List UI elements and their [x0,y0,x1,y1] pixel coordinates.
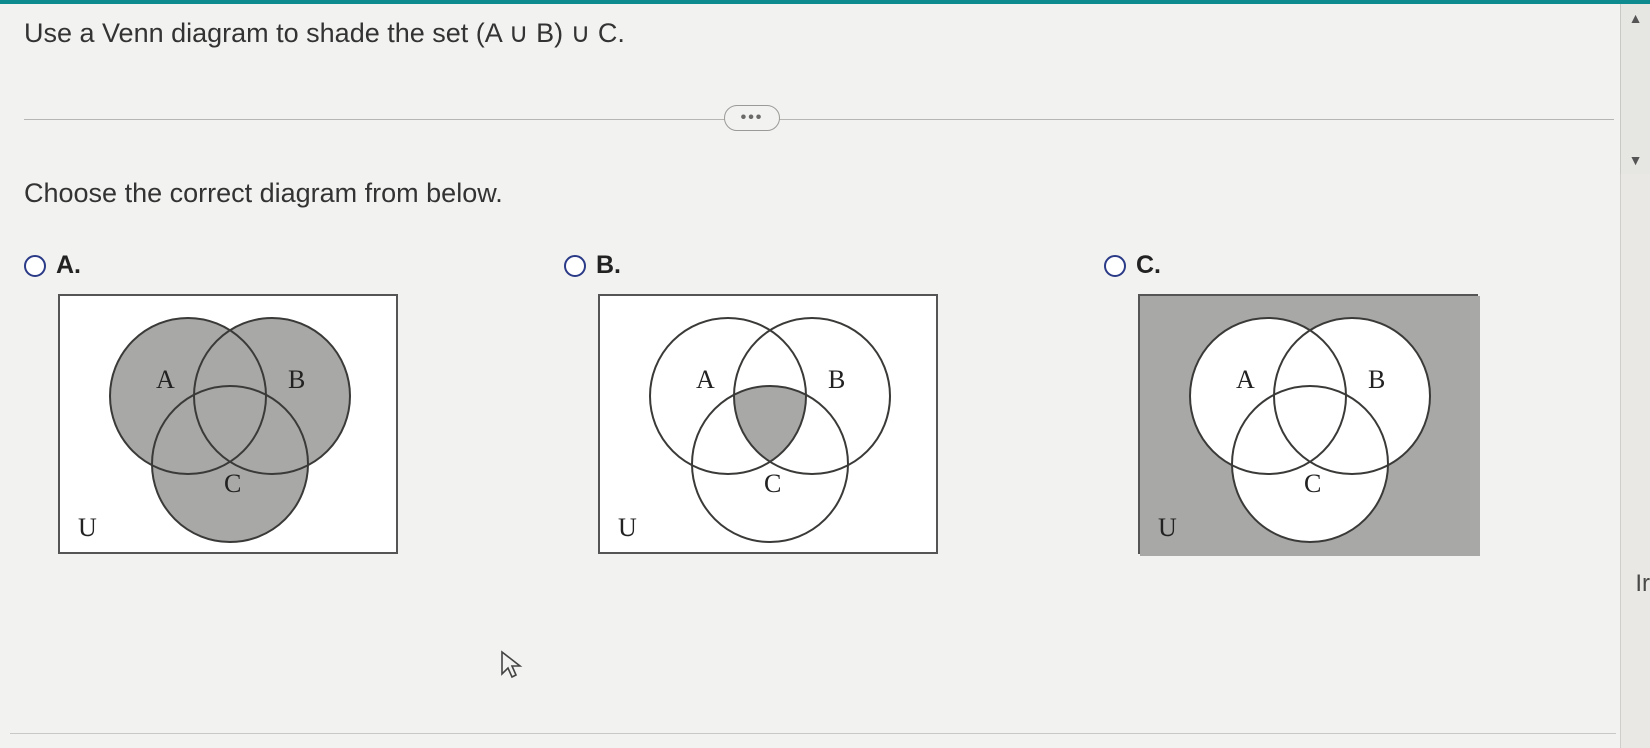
scroll-down-button[interactable]: ▼ [1622,146,1650,174]
option-b-header: B. [564,251,944,280]
svg-text:U: U [1158,513,1177,542]
svg-text:A: A [1236,365,1255,394]
divider-line [24,119,1614,120]
cursor-icon [500,650,526,685]
option-a-radio[interactable] [24,255,46,277]
bottom-border [10,733,1616,734]
option-b-radio[interactable] [564,255,586,277]
option-b: B. [564,251,944,554]
option-a-label: A. [56,251,81,280]
scroll-up-button[interactable]: ▲ [1622,4,1650,32]
divider-row: ••• [24,119,1614,120]
svg-text:B: B [828,365,845,394]
svg-text:A: A [696,365,715,394]
vertical-scrollbar[interactable]: ▲ ▼ [1620,4,1650,174]
svg-text:C: C [764,469,781,498]
option-c-diagram: A B C U [1138,294,1478,554]
label-c: C [224,469,241,498]
svg-text:C: C [1304,469,1321,498]
label-u: U [78,513,97,542]
choose-prompt: Choose the correct diagram from below. [24,178,1614,209]
top-accent-bar [0,0,1650,4]
option-c-label: C. [1136,251,1161,280]
question-viewport: ▲ ▼ Ir Use a Venn diagram to shade the s… [0,0,1650,748]
cutoff-text: Ir [1635,570,1650,598]
options-row: A. [24,251,1614,554]
option-c-header: C. [1104,251,1484,280]
option-c: C. [1104,251,1484,554]
svg-text:B: B [1368,365,1385,394]
right-gutter [1620,174,1650,748]
ellipsis-button[interactable]: ••• [724,105,780,131]
content-area: Use a Venn diagram to shade the set (A ∪… [24,18,1614,718]
label-b: B [288,365,305,394]
option-b-diagram: A B C U [598,294,938,554]
option-a-header: A. [24,251,404,280]
svg-text:U: U [618,513,637,542]
option-c-radio[interactable] [1104,255,1126,277]
option-a: A. [24,251,404,554]
question-text: Use a Venn diagram to shade the set (A ∪… [24,18,1614,49]
option-b-label: B. [596,251,621,280]
label-a: A [156,365,175,394]
option-a-diagram: A B C U [58,294,398,554]
